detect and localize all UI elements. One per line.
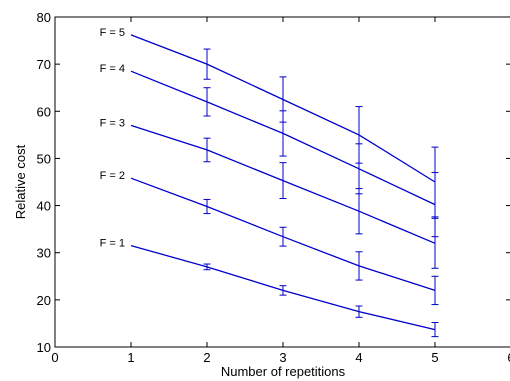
x-tick-label: 2 [203,350,210,365]
x-tick-label: 1 [127,350,134,365]
y-axis-label: Relative cost [13,144,28,219]
y-tick-label: 50 [37,151,51,166]
y-tick-label: 40 [37,199,51,214]
x-tick-label: 4 [355,350,362,365]
x-tick-label: 3 [279,350,286,365]
series-label-2: F = 2 [100,170,125,182]
y-tick-label: 10 [37,340,51,355]
y-tick-label: 80 [37,10,51,25]
y-tick-label: 30 [37,246,51,261]
y-tick-label: 70 [37,57,51,72]
series-label-1: F = 1 [100,238,125,250]
x-tick-label: 0 [51,350,58,365]
x-axis-label: Number of repetitions [221,364,346,379]
x-tick-label: 6 [507,350,510,365]
series-label-4: F = 4 [100,63,125,75]
series-group [130,34,439,338]
axis-ticks: 0 1 2 3 4 5 6 10 20 30 40 50 60 70 80 [37,10,510,365]
series-label-5: F = 5 [100,27,125,39]
x-tick-label: 5 [431,350,438,365]
series-labels: F = 1 F = 2 F = 3 F = 4 F = 5 [100,27,125,250]
y-tick-label: 60 [37,104,51,119]
y-tick-label: 20 [37,293,51,308]
series-label-3: F = 3 [100,117,125,129]
